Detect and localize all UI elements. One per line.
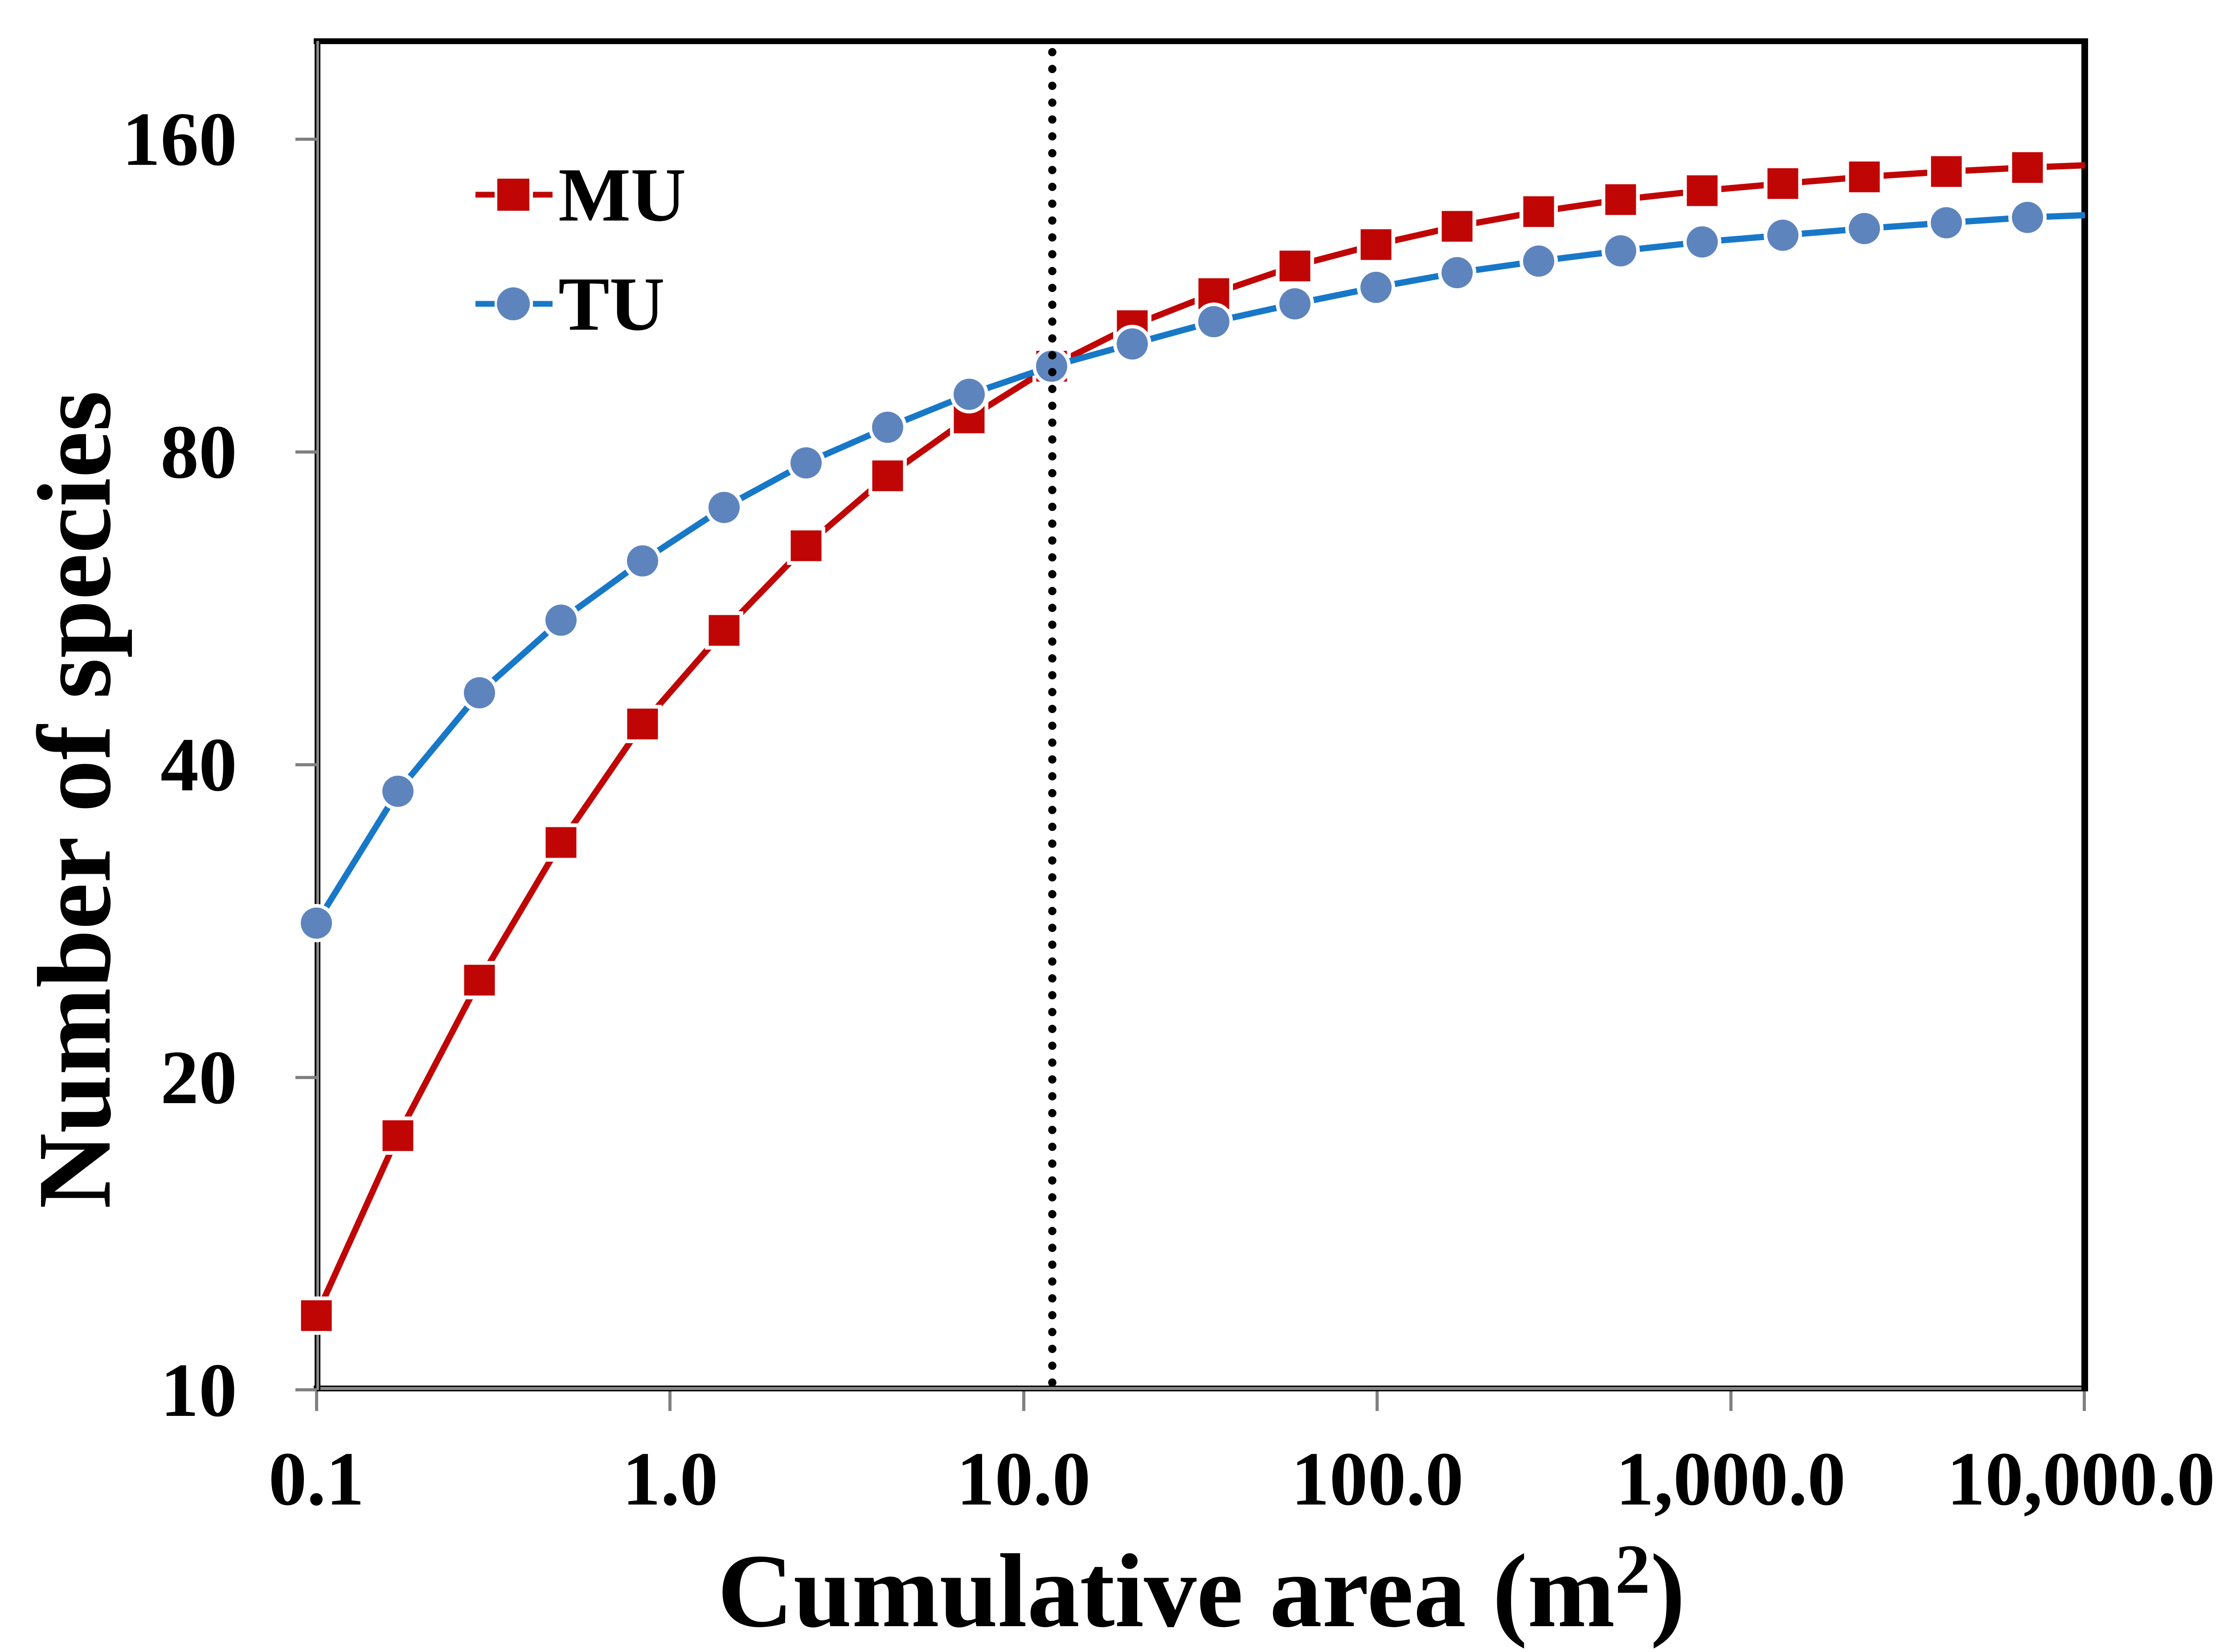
svg-text:160: 160 [122,97,237,182]
svg-text:Number of species: Number of species [16,391,132,1209]
svg-text:40: 40 [160,723,237,807]
svg-text:Cumulative area (m2): Cumulative area (m2) [717,1530,1685,1649]
svg-text:20: 20 [160,1035,237,1120]
svg-text:1,000.0: 1,000.0 [1616,1437,1846,1521]
svg-text:10: 10 [160,1348,237,1433]
svg-text:TU: TU [558,262,665,347]
svg-text:10,000.0: 10,000.0 [1947,1437,2215,1521]
svg-text:80: 80 [160,410,237,495]
svg-text:100.0: 100.0 [1291,1437,1464,1521]
svg-text:MU: MU [558,153,686,237]
svg-text:10.0: 10.0 [957,1437,1091,1521]
svg-text:1.0: 1.0 [623,1437,718,1521]
svg-text:0.1: 0.1 [269,1437,365,1521]
